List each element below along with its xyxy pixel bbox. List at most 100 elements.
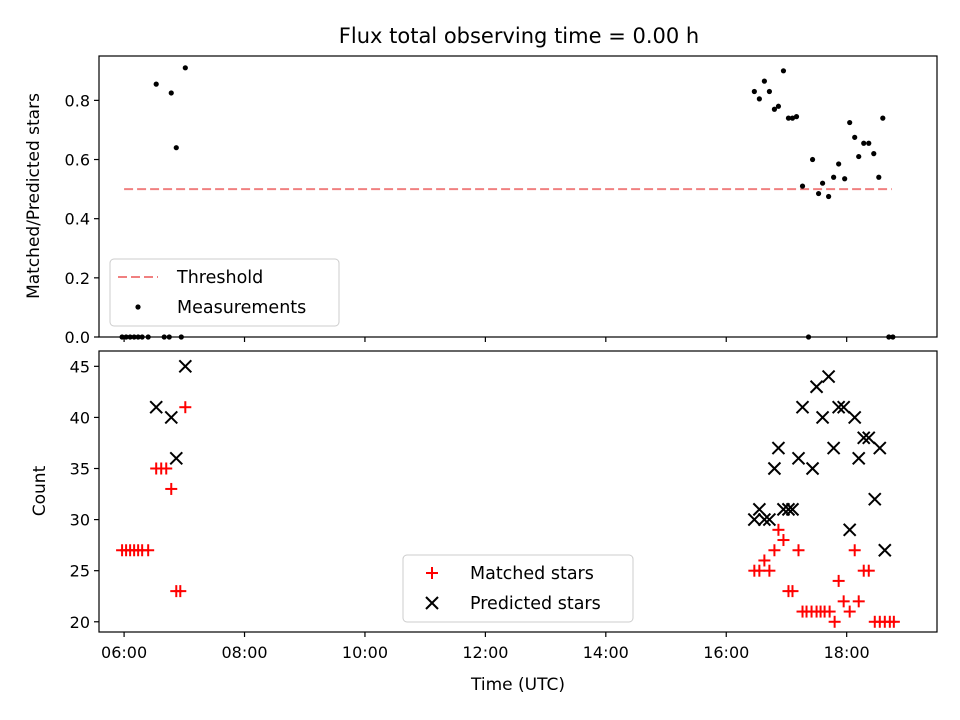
top-y-axis-label: Matched/Predicted stars: [24, 93, 44, 299]
bottom-plot-marks: [116, 359, 900, 628]
measurement-point: [809, 156, 816, 163]
legend-threshold-label: Threshold: [176, 268, 263, 288]
matched-star-point: [777, 534, 790, 547]
matched-star-point: [786, 585, 799, 598]
chart-title: Flux total observing time = 0.00 h: [339, 24, 699, 48]
predicted-star-point: [795, 400, 810, 414]
measurement-point: [785, 115, 792, 121]
predicted-star-point: [836, 400, 851, 414]
legend-predicted-label: Predicted stars: [470, 594, 601, 614]
bottom-y-tick-label: 20: [70, 613, 90, 632]
bottom-x-axis-ticks: 06:00 08:00 10:00 12:00 14:00 16:00 18:00: [101, 632, 870, 662]
measurement-point: [831, 174, 837, 180]
predicted-star-point: [781, 502, 796, 517]
matched-star-point: [832, 574, 845, 587]
predicted-star-point: [809, 380, 824, 394]
predicted-star-point: [805, 461, 820, 476]
measurement-point: [775, 103, 782, 109]
bottom-y-tick-label: 35: [70, 460, 90, 479]
bottom-panel: 20 25 30 35 40 45 06:00 08:00 10:00 12:00 14:00 16…: [30, 350, 938, 695]
bottom-axes-frame: [98, 350, 938, 633]
matched-star-point: [862, 564, 875, 577]
matched-star-point: [823, 605, 836, 618]
bottom-y-axis-label: Count: [30, 465, 50, 516]
measurement-point: [856, 153, 862, 160]
legend-matched-swatch: [426, 567, 438, 579]
x-tick-label: 18:00: [824, 643, 870, 662]
predicted-star-point: [826, 441, 841, 455]
top-legend: Threshold Measurements: [109, 258, 340, 327]
measurement-point: [826, 193, 832, 200]
measurement-point: [780, 68, 787, 74]
bottom-y-tick-label: 45: [70, 357, 90, 376]
x-tick-label: 06:00: [101, 643, 147, 662]
measurement-point: [173, 145, 179, 151]
top-y-tick-label: 0.0: [65, 328, 90, 347]
top-y-tick-label: 0.2: [65, 269, 90, 288]
matched-star-point: [165, 482, 178, 495]
matched-star-point: [843, 605, 856, 618]
predicted-star-point: [852, 451, 866, 465]
matched-star-point: [848, 544, 861, 557]
bottom-y-tick-label: 25: [70, 562, 90, 581]
measurement-point: [871, 151, 877, 157]
matched-star-point: [792, 544, 805, 557]
top-axes-frame: [98, 55, 938, 338]
x-tick-label: 16:00: [703, 643, 749, 662]
matched-star-point: [852, 595, 865, 608]
measurement-point: [861, 140, 867, 146]
measurement-point: [866, 140, 872, 146]
top-x-axis-ticks: [123, 337, 848, 342]
predicted-star-point: [747, 512, 762, 527]
matched-star-point: [887, 615, 900, 628]
top-y-tick-label: 0.6: [65, 151, 90, 170]
predicted-star-point: [767, 461, 782, 476]
predicted-star-point: [847, 410, 862, 425]
measurement-point: [766, 88, 773, 95]
top-y-axis-ticks: 0.0 0.2 0.4 0.6 0.8: [65, 91, 99, 347]
predicted-star-point: [169, 451, 183, 465]
legend-measurements-swatch: [135, 304, 141, 310]
matched-star-point: [772, 523, 785, 536]
predicted-star-point: [878, 543, 892, 557]
predicted-star-point: [752, 502, 767, 517]
matched-star-point: [160, 462, 173, 475]
predicted-star-point: [785, 502, 800, 517]
measurement-point: [182, 65, 188, 71]
matched-star-point: [768, 544, 781, 557]
measurement-point: [842, 176, 848, 182]
measurement-point: [168, 90, 174, 96]
predicted-star-point: [821, 369, 836, 384]
matched-star-point: [763, 564, 776, 577]
predicted-star-point: [757, 512, 772, 527]
bottom-y-axis-ticks: 20 25 30 35 40 45: [70, 357, 99, 632]
x-tick-label: 08:00: [221, 643, 267, 662]
predicted-star-point: [762, 512, 777, 527]
measurement-point: [789, 115, 796, 121]
measurement-point: [852, 134, 858, 140]
x-tick-label: 12:00: [462, 643, 508, 662]
bottom-y-tick-label: 40: [70, 408, 90, 427]
top-panel: 0.00.20.40.60.8 Matched/Predicted stars …: [24, 55, 938, 347]
top-legend-box: [109, 258, 340, 327]
predicted-star-point: [857, 431, 871, 445]
measurement-point: [815, 190, 822, 197]
predicted-star-point: [831, 400, 846, 414]
predicted-star-point: [842, 523, 857, 537]
measurement-point: [819, 180, 826, 186]
matched-star-point: [837, 595, 850, 608]
predicted-star-point: [873, 441, 887, 455]
predicted-star-point: [815, 410, 830, 425]
bottom-y-tick-label: 30: [70, 511, 90, 530]
legend-predicted-swatch: [425, 596, 439, 610]
predicted-star-point: [178, 359, 193, 374]
legend-matched-label: Matched stars: [470, 564, 594, 584]
measurement-point: [771, 106, 778, 112]
legend-measurements-label: Measurements: [177, 298, 306, 318]
measurement-point: [751, 88, 757, 95]
x-axis-label: Time (UTC): [470, 675, 565, 695]
x-tick-label: 10:00: [342, 643, 388, 662]
measurement-point: [836, 161, 842, 167]
top-y-tick-label: 0.4: [65, 210, 90, 229]
